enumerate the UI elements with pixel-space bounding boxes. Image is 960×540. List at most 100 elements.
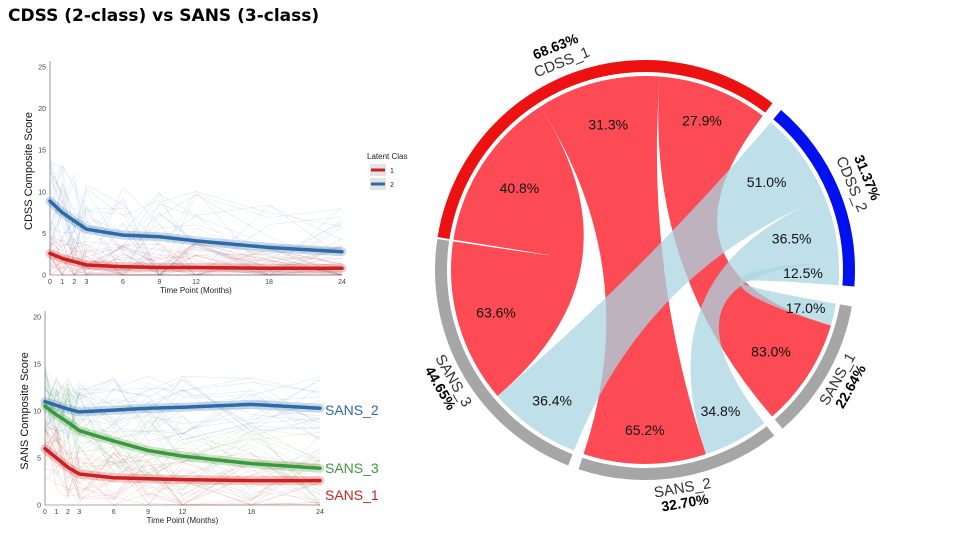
x-tick-label: 12 [179, 509, 187, 516]
x-axis-label: Time Point (Months) [147, 516, 219, 525]
individual-trajectory-line [49, 170, 343, 276]
x-tick-label: 24 [316, 509, 324, 516]
individual-trajectory-line [44, 395, 321, 439]
individual-trajectory-line [49, 173, 343, 276]
individual-trajectory-line [44, 376, 321, 427]
chord-labels: 40.8% 63.6% 31.3% 65.2% 27.9% 83.0% 51.0% 36.4%… [476, 112, 825, 438]
sector-arcs [435, 60, 855, 480]
y-tick-label: 10 [33, 409, 41, 416]
individual-trajectory-line [44, 393, 321, 491]
x-axis-label: Time Point (Months) [160, 286, 232, 295]
individual-trajectory-line [49, 186, 343, 276]
individual-trajectory-line [44, 404, 321, 491]
x-tick-label: 1 [55, 509, 59, 516]
x-tick-label: 0 [48, 279, 52, 286]
individual-trajectory-line [49, 242, 343, 266]
individual-trajectory-line [49, 207, 343, 275]
individual-trajectory-line [44, 376, 321, 442]
chord-links [450, 75, 840, 465]
individual-trajectory-line [44, 388, 321, 441]
individual-trajectory-line [49, 164, 343, 276]
individual-trajectory-line [44, 377, 321, 495]
chord-from-label: 12.5% [783, 265, 823, 281]
y-axis-label: CDSS Composite Score [23, 112, 35, 230]
individual-trajectory-line [49, 241, 343, 266]
chord-link-cdss_1-sans_1 [658, 76, 831, 417]
x-tick-label: 2 [66, 509, 70, 516]
individual-trajectory-line [49, 218, 343, 276]
chord-from-label: 51.0% [747, 174, 787, 190]
legend-label: 2 [390, 182, 394, 189]
chord-link-cdss_1-sans_2 [540, 75, 706, 465]
individual-trajectory-line [49, 198, 343, 276]
individual-trajectory-line [44, 382, 321, 424]
chord-to-label: 36.4% [532, 392, 572, 408]
individual-trajectory-line [49, 246, 343, 276]
individual-trajectory-line [44, 446, 321, 506]
x-tick-label: 3 [85, 279, 89, 286]
individual-trajectory-line [49, 171, 343, 273]
individual-trajectory-line [49, 183, 343, 276]
individual-trajectory-line [44, 378, 321, 441]
y-tick-label: 5 [42, 231, 46, 238]
individual-trajectory-line [49, 244, 343, 276]
individual-trajectory-line [44, 386, 321, 502]
individual-trajectory-line [44, 369, 321, 440]
x-tick-label: 18 [265, 279, 273, 286]
chord-diagram: CDSS_168.63%CDSS_231.37%SANS_122.64%SANS… [422, 30, 884, 515]
individual-trajectory-line [44, 451, 321, 501]
page-title: CDSS (2-class) vs SANS (3-class) [8, 6, 320, 26]
chord-to-label: 34.8% [701, 403, 741, 419]
individual-trajectory-line [49, 181, 343, 276]
sector-arc-cdss_2 [773, 110, 855, 287]
individual-trajectory-line [49, 188, 343, 260]
chord-link-cdss_1-sans_3 [450, 106, 584, 397]
chord-to-label: 17.0% [786, 300, 826, 316]
individual-trajectory-line [49, 246, 343, 276]
sector-percent-label: 32.70% [660, 491, 710, 515]
series-line [48, 199, 344, 254]
individual-trajectory-line [44, 390, 321, 488]
individual-trajectory-line [49, 163, 343, 276]
individual-trajectory-line [44, 388, 321, 476]
series-label: SANS_2 [325, 402, 379, 418]
y-axis-label: SANS Composite Score [20, 352, 31, 469]
individual-trajectory-line [44, 427, 321, 483]
individual-trajectory-line [49, 234, 342, 276]
series-label: SANS_3 [325, 460, 379, 476]
individual-trajectory-line [44, 428, 321, 506]
x-tick-label: 9 [158, 279, 162, 286]
y-tick-label: 15 [38, 148, 46, 155]
individual-trajectory-line [44, 380, 321, 425]
individual-trajectory-line [49, 249, 343, 276]
y-tick-label: 5 [37, 456, 41, 463]
individual-trajectory-line [44, 374, 321, 439]
legend-label: 1 [390, 168, 394, 175]
chord-link-cdss_2-sans_3 [497, 122, 825, 451]
legend: Latent Clas 1 2 [367, 152, 407, 190]
individual-trajectory-line [44, 373, 321, 437]
individual-trajectory-line [44, 449, 321, 506]
individual-trajectory-line [49, 243, 343, 276]
sector-arc-sans_3 [435, 239, 573, 466]
chord-link-cdss_2-sans_1 [739, 262, 840, 326]
x-tick-label: 2 [72, 279, 76, 286]
series-line [48, 251, 344, 271]
sector-arc-cdss_1 [437, 60, 773, 240]
individual-trajectory-line [49, 246, 343, 276]
series-line [43, 399, 322, 414]
chord-to-label: 63.6% [476, 305, 516, 321]
x-tick-label: 6 [112, 509, 116, 516]
individual-trajectory-line [49, 219, 343, 276]
individual-trajectory-line [44, 428, 321, 506]
series-line [43, 404, 322, 471]
chord-from-label: 36.5% [772, 230, 812, 246]
individual-trajectory-line [44, 390, 321, 499]
individual-trajectory-line [44, 452, 321, 506]
chord-from-label: 40.8% [500, 180, 540, 196]
individual-trajectory-line [44, 426, 321, 506]
individual-trajectory-line [44, 440, 321, 500]
y-tick-label: 20 [33, 315, 41, 322]
